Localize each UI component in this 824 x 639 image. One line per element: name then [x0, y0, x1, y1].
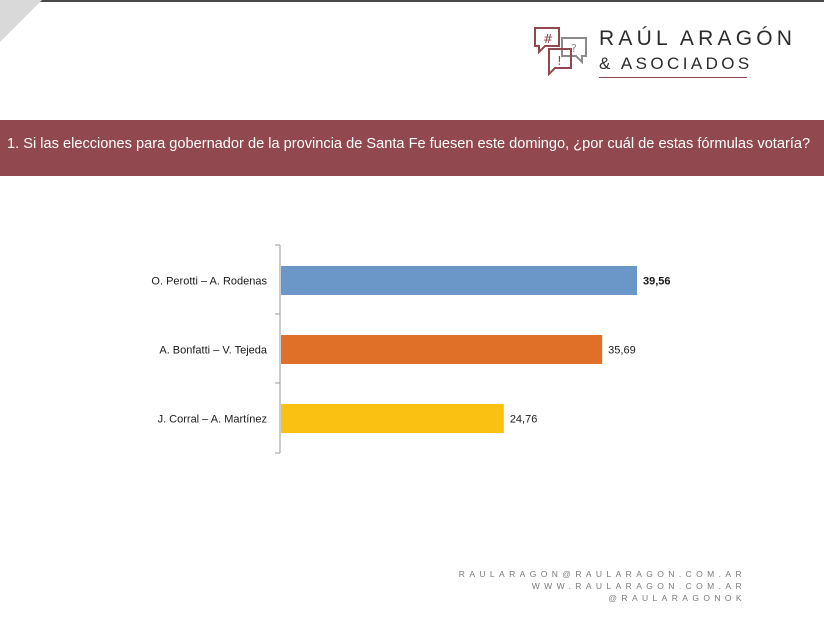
- category-label: O. Perotti – A. Rodenas: [151, 276, 267, 288]
- brand-name: RAÚL ARAGÓN: [599, 27, 797, 50]
- corner-fold: [0, 0, 42, 42]
- question-text: 1. Si las elecciones para gobernador de …: [7, 136, 811, 152]
- bar-0: [281, 266, 637, 295]
- speech-bubbles-icon: # ? !: [534, 27, 587, 77]
- top-rule: [0, 0, 824, 2]
- footer-contacts: RAULARAGON@RAULARAGON.COM.AR WWW.RAULARA…: [459, 568, 746, 604]
- bar-2: [281, 404, 504, 433]
- value-label: 24,76: [510, 414, 538, 426]
- brand-logo: # ? ! RAÚL ARAGÓN & ASOCIADOS: [532, 24, 812, 84]
- value-label: 35,69: [608, 345, 636, 357]
- value-label: 39,56: [643, 276, 671, 288]
- question-banner: 1. Si las elecciones para gobernador de …: [0, 120, 824, 176]
- footer-email[interactable]: RAULARAGON@RAULARAGON.COM.AR: [458, 569, 746, 579]
- question-glyph: ?: [571, 42, 577, 55]
- footer-handle[interactable]: @RAULARAGONOK: [608, 593, 746, 603]
- exclamation-glyph: !: [557, 54, 562, 68]
- category-label: A. Bonfatti – V. Tejeda: [159, 345, 268, 357]
- hash-glyph: #: [543, 32, 553, 46]
- category-label: J. Corral – A. Martínez: [158, 414, 267, 426]
- footer-website[interactable]: WWW.RAULARAGON.COM.AR: [531, 581, 746, 591]
- brand-underline: [599, 77, 747, 78]
- brand-subtitle: & ASOCIADOS: [599, 54, 753, 73]
- bar-1: [281, 335, 603, 364]
